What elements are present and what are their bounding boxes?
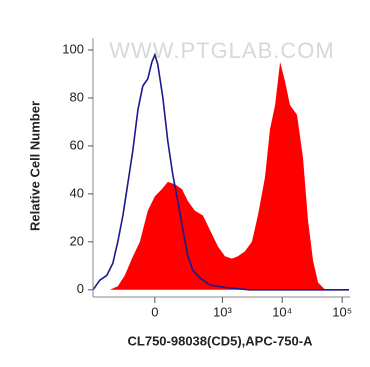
histogram-line — [92, 52, 349, 291]
x-tick-label: 10⁵ — [332, 304, 352, 319]
x-tick-label: 10³ — [213, 304, 232, 319]
x-tick-label: 0 — [151, 304, 158, 319]
y-tick-label: 20 — [70, 233, 84, 248]
watermark: WWW.PTGLAB.COM — [109, 38, 334, 63]
x-axis-title: CL750-98038(CD5),APC-750-A — [128, 333, 314, 348]
y-tick-label: 0 — [77, 281, 84, 296]
y-tick-label: 80 — [70, 89, 84, 104]
y-tick-label: 100 — [62, 41, 84, 56]
histogram-area — [94, 62, 349, 290]
x-tick-label: 10⁴ — [272, 304, 292, 319]
y-tick-label: 40 — [70, 185, 84, 200]
y-axis-title: Relative Cell Number — [27, 101, 42, 231]
y-tick-label: 60 — [70, 137, 84, 152]
